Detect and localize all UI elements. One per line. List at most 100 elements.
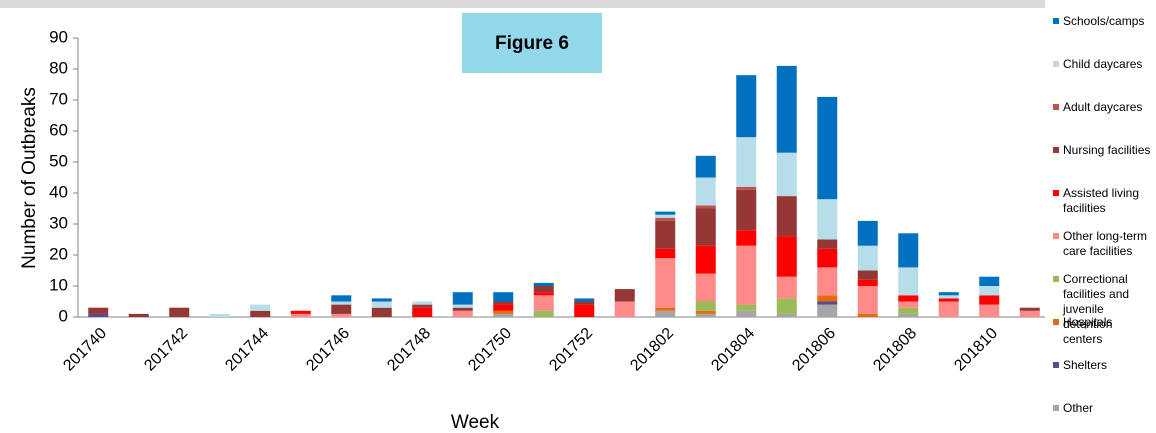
y-tick-label: 20 [49,244,68,263]
bar-segment [695,205,716,209]
y-axis-label: Number of Outbreaks [19,87,40,269]
legend-swatch [1053,405,1059,411]
bar-segment [695,310,716,314]
bar-segment [979,276,1000,286]
bar-segment [412,307,433,317]
y-tick-label: 60 [49,120,68,139]
bar-segment [817,295,838,302]
bar-segment [736,310,757,317]
bar-segment [695,245,716,274]
bar-segment [209,313,230,317]
y-tick-label: 90 [49,27,68,46]
legend-label: Schools/camps [1063,14,1145,28]
bar-segment [938,301,959,317]
x-axis-label: Week [451,412,500,433]
bar-segment [1019,310,1040,317]
x-tick-label: 201752 [546,325,596,375]
legend-swatch [1053,104,1059,110]
bar-segment [533,310,554,317]
bar-segment [817,267,838,296]
bar-segment [776,298,797,314]
bar-segment [331,295,352,302]
bar-segment [979,304,1000,317]
legend-swatch [1053,233,1059,239]
bar-segment [331,304,352,314]
bar-segment [655,307,676,311]
legend-label: Other [1063,401,1094,415]
legend-swatch [1053,362,1059,368]
legend-item: Hospitals [1053,315,1153,358]
x-tick-label: 201744 [222,325,272,375]
bar-segment [655,211,676,215]
bar-segment [574,304,595,317]
legend-item: Shelters [1053,358,1153,401]
bar-segment [736,245,757,305]
bar-segment [574,298,595,302]
bar-segment [655,310,676,317]
x-tick-label: 201804 [708,325,758,375]
bar-segment [857,220,878,246]
bar-segment [290,310,311,314]
bar-segment [938,295,959,299]
legend: Schools/camps Child daycares Adult daycare… [1053,14,1153,433]
bar-segment [493,310,514,314]
legend-swatch [1053,319,1059,325]
bar-segment [736,75,757,138]
bar-segment [452,292,473,305]
bar-segment [857,279,878,286]
bar-segment [898,301,919,308]
legend-item: Schools/camps [1053,14,1153,57]
bar-segment [655,214,676,218]
legend-label: Shelters [1063,358,1108,372]
legend-label: Assisted living facilities [1063,186,1140,215]
y-tick-label: 40 [49,182,68,201]
bar-segment [695,155,716,178]
x-tick-label: 201810 [951,325,1001,375]
bar-segment [776,236,797,277]
legend-swatch [1053,61,1059,67]
bar-segment [614,301,635,317]
bar-segment [695,301,716,311]
bar-segment [614,289,635,302]
legend-label: Child daycares [1063,57,1143,71]
legend-label: Other long-term care facilities [1063,229,1148,258]
bar-segment [898,307,919,314]
bar-segment [817,239,838,249]
bar-segment [695,177,716,206]
x-tick-label: 201806 [789,325,839,375]
legend-label: Adult daycares [1063,100,1143,114]
bar-segment [1019,307,1040,311]
bar-segment [736,230,757,246]
bar-segment [695,273,716,302]
bar-segment [817,199,838,240]
legend-swatch [1053,276,1059,282]
bar-segment [290,313,311,317]
bar-segment [898,267,919,296]
x-tick-label: 201748 [384,325,434,375]
bar-segment [736,186,757,190]
legend-swatch [1053,190,1059,196]
bar-segment [655,258,676,308]
legend-item: Other long-term care facilities [1053,229,1153,272]
y-tick-label: 0 [59,306,68,325]
bar-segment [817,96,838,200]
x-tick-label: 201750 [465,325,515,375]
bar-segment [898,233,919,268]
x-tick-label: 201742 [141,325,191,375]
legend-swatch [1053,18,1059,24]
bar-segment [938,292,959,296]
bar-segment [493,301,514,305]
bar-segment [655,248,676,259]
y-tick-label: 50 [49,151,68,170]
bar-segment [817,248,838,268]
bar-segment [938,298,959,302]
bar-segment [250,304,271,311]
bar-segment [776,196,797,237]
bar-segment [857,313,878,317]
bar-segment [857,270,878,280]
bar-segment [817,301,838,305]
bar-segment [736,189,757,231]
bar-segment [493,292,514,302]
bar-segment [533,292,554,296]
